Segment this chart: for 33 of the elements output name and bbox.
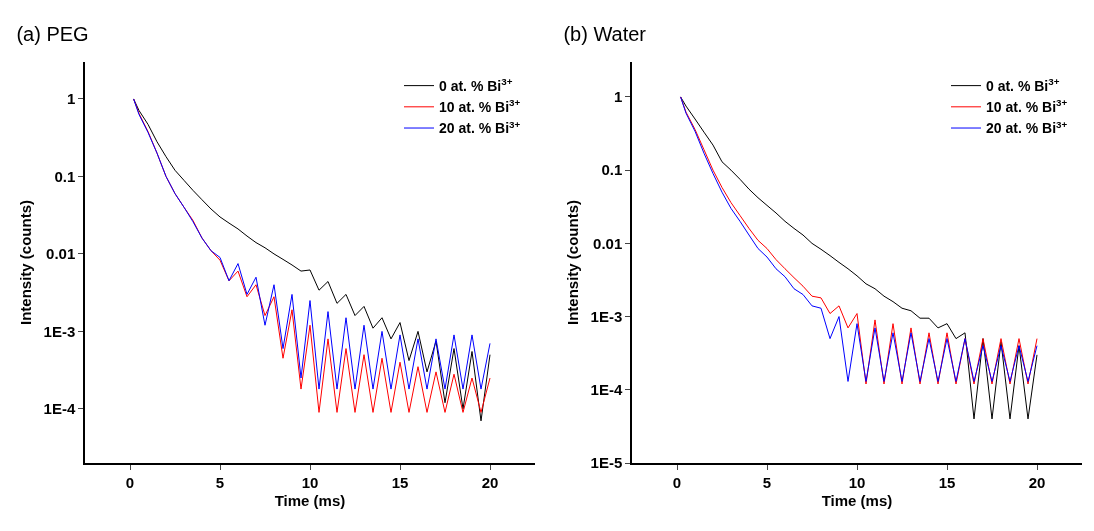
y-tick-label: 1E-4 — [43, 400, 76, 418]
y-tick-label: 1E-4 — [590, 381, 623, 399]
x-tick-label: 10 — [848, 473, 866, 491]
legend-label: 10 at. % Bi$^{3+}$ — [986, 97, 1068, 116]
x-tick-label: 20 — [1028, 473, 1046, 491]
x-tick-label: 0 — [672, 473, 682, 491]
x-tick-label: 15 — [391, 473, 409, 491]
y-tick-label: 0.01 — [46, 245, 76, 263]
x-tick-label: 0 — [125, 473, 135, 491]
x-tick-label: 5 — [762, 473, 772, 491]
y-tick-label: 1E-3 — [590, 307, 623, 325]
legend-label: 10 at. % Bi$^{3+}$ — [439, 97, 521, 116]
x-axis-title: Time (ms) — [821, 492, 893, 510]
y-tick-label: 0.01 — [593, 234, 623, 252]
y-tick-label: 1 — [66, 90, 76, 108]
x-tick-label: 15 — [938, 473, 956, 491]
legend-label: 20 at. % Bi$^{3+}$ — [439, 118, 521, 137]
chart-title: (b) Water — [563, 22, 647, 45]
x-tick-label: 10 — [301, 473, 319, 491]
y-tick-label: 1E-5 — [590, 454, 623, 472]
y-tick-label: 1E-3 — [43, 322, 76, 340]
legend-label: 20 at. % Bi$^{3+}$ — [986, 118, 1068, 137]
x-axis-title: Time (ms) — [274, 492, 346, 510]
legend-label: 0 at. % Bi$^{3+}$ — [986, 76, 1060, 95]
legend-label: 0 at. % Bi$^{3+}$ — [439, 76, 513, 95]
x-tick-label: 5 — [215, 473, 225, 491]
y-axis-title: Intensity (counts) — [564, 199, 582, 326]
y-tick-label: 0.1 — [601, 161, 623, 179]
y-tick-label: 1 — [613, 88, 623, 106]
y-axis-title: Intensity (counts) — [17, 199, 35, 326]
y-tick-label: 0.1 — [54, 167, 76, 185]
chart-title: (a) PEG — [16, 22, 89, 45]
x-tick-label: 20 — [481, 473, 499, 491]
